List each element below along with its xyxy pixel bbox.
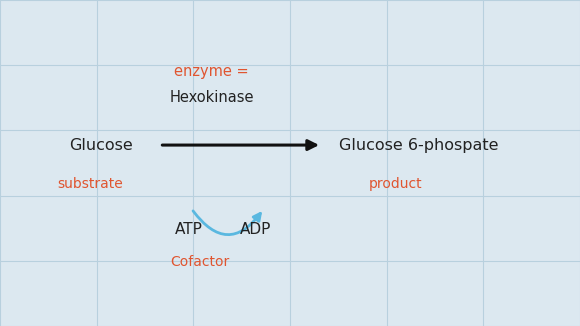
FancyArrowPatch shape <box>193 211 260 235</box>
Text: enzyme =: enzyme = <box>175 64 249 79</box>
Text: ATP: ATP <box>175 222 202 237</box>
Text: substrate: substrate <box>57 177 123 191</box>
Text: Glucose: Glucose <box>70 138 133 153</box>
Text: ADP: ADP <box>240 222 271 237</box>
Text: Glucose 6-phospate: Glucose 6-phospate <box>339 138 499 153</box>
Text: product: product <box>368 177 422 191</box>
Text: Cofactor: Cofactor <box>171 256 230 269</box>
Text: Hexokinase: Hexokinase <box>169 90 254 105</box>
